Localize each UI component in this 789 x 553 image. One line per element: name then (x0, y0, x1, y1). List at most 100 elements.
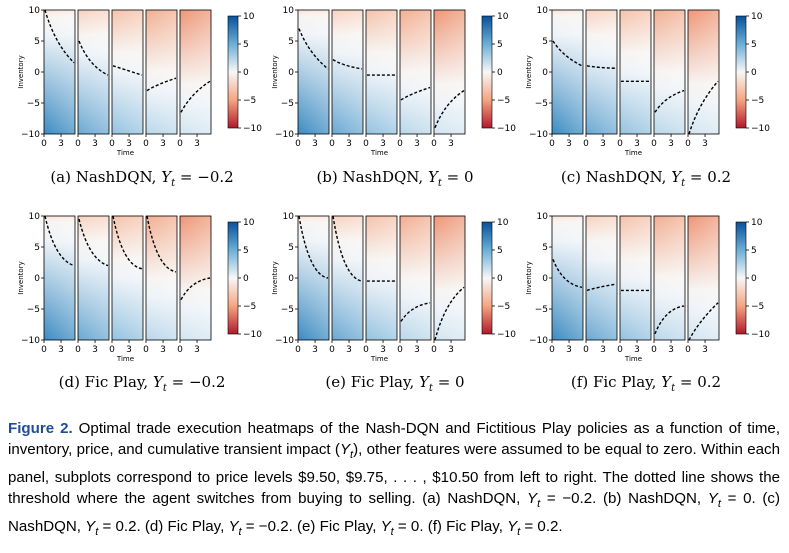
y-tick-label: −10 (275, 130, 294, 140)
figure-caption: Figure 2. Optimal trade execution heatma… (8, 418, 780, 543)
subplot-frame (111, 215, 144, 341)
heatmap-shade (146, 216, 177, 340)
caption-sub: t (350, 449, 354, 462)
heatmap-shade (78, 10, 109, 134)
heatmap-shade (78, 216, 109, 340)
colorbar-tick-label: 0 (497, 68, 503, 78)
subplot-frame (77, 9, 110, 135)
colorbar (481, 221, 493, 335)
panel-caption-part: t (162, 383, 167, 394)
panel-caption-part: = 0.2 (675, 373, 722, 391)
colorbar-tick-label: 10 (751, 12, 763, 22)
heatmap-shade (688, 10, 719, 134)
panel-caption-a: (a) NashDQN, Yt = −0.2 (42, 168, 242, 189)
panel-caption-part: = 0 (432, 373, 465, 391)
caption-var: Y (85, 517, 96, 535)
caption-var: Y (228, 517, 239, 535)
panel-caption-part: Y (418, 373, 429, 391)
x-axis-label: Time (116, 355, 134, 363)
x-tick-label: 0 (363, 139, 369, 149)
heatmap-shade (366, 216, 397, 340)
panel-caption-part: t (671, 383, 676, 394)
heatmap-shade (112, 216, 143, 340)
panel-caption-part: (f) Fic Play, (570, 373, 662, 391)
x-tick-label: 0 (549, 345, 555, 355)
heatmap-shade (180, 10, 211, 134)
y-tick-label: −5 (27, 305, 40, 315)
x-tick-label: 3 (194, 139, 200, 149)
x-tick-label: 3 (634, 345, 640, 355)
x-tick-label: 0 (329, 139, 335, 149)
y-tick-label: −5 (535, 99, 548, 109)
subplot-frame (399, 215, 432, 341)
subplot-frame (365, 9, 398, 135)
caption-sub: t (537, 498, 541, 511)
y-tick-label: 5 (34, 37, 40, 47)
y-axis-label: Inventory (17, 261, 25, 294)
y-tick-label: 5 (34, 243, 40, 253)
threshold-line (332, 59, 363, 70)
panel-caption-part: = −0.2 (175, 168, 234, 186)
caption-item-text: = 0.2. (520, 517, 563, 535)
panel-caption-part: t (428, 383, 433, 394)
colorbar-tick-label: −5 (243, 96, 256, 106)
y-tick-label: −10 (21, 130, 40, 140)
x-tick-label: 0 (431, 139, 437, 149)
caption-var: Y (707, 490, 718, 508)
x-tick-label: 3 (92, 345, 98, 355)
colorbar (227, 221, 239, 335)
subplot-frame (331, 9, 364, 135)
threshold-line (434, 286, 465, 341)
x-tick-label: 3 (702, 139, 708, 149)
x-tick-label: 0 (651, 345, 657, 355)
x-tick-label: 0 (177, 345, 183, 355)
colorbar-tick-label: −10 (751, 330, 770, 340)
caption-var: Y (380, 517, 391, 535)
panel-caption-part: Y (152, 373, 163, 391)
colorbar-tick-label: −5 (751, 302, 764, 312)
panel-caption-c: (c) NashDQN, Yt = 0.2 (546, 168, 746, 189)
colorbar-tick-label: 10 (243, 218, 255, 228)
caption-sub: t (390, 525, 394, 538)
x-tick-label: 0 (583, 139, 589, 149)
x-tick-label: 3 (600, 345, 606, 355)
threshold-line (44, 215, 75, 267)
y-tick-label: −5 (281, 305, 294, 315)
x-axis-label: Time (370, 149, 388, 157)
heatmap-shade (620, 10, 651, 134)
panel-caption-part: (e) Fic Play, (325, 373, 419, 391)
x-tick-label: 3 (668, 345, 674, 355)
subplot-frame (551, 9, 584, 135)
y-tick-label: 0 (542, 68, 548, 78)
panel-caption-part: (d) Fic Play, (58, 373, 153, 391)
x-tick-label: 3 (702, 345, 708, 355)
caption-item-text: = 0.2. (d) Fic Play, (98, 517, 229, 535)
colorbar-tick-label: 5 (751, 246, 757, 256)
caption-sub: t (238, 525, 242, 538)
colorbar-tick-label: −5 (497, 302, 510, 312)
x-tick-label: 3 (126, 139, 132, 149)
x-tick-label: 3 (58, 345, 64, 355)
subplot-frame (433, 9, 466, 135)
y-axis-label: Inventory (271, 261, 279, 294)
y-axis-label: Inventory (525, 261, 533, 294)
colorbar-tick-label: −5 (497, 96, 510, 106)
subplot-frame (179, 9, 212, 135)
subplot-frame (331, 215, 364, 341)
x-tick-label: 0 (431, 345, 437, 355)
heatmap-shade (552, 10, 583, 134)
colorbar-tick-label: 10 (497, 218, 509, 228)
subplot-frame (619, 9, 652, 135)
